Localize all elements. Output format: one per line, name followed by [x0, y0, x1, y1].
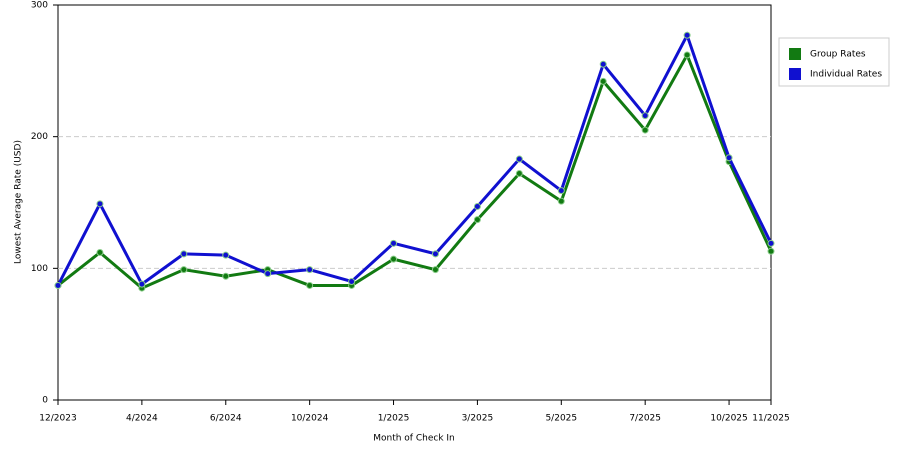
- x-axis-title: Month of Check In: [373, 434, 455, 444]
- x-tick-label: 10/2024: [291, 414, 329, 424]
- data-point: [767, 239, 775, 247]
- data-point: [390, 239, 398, 247]
- data-point: [306, 281, 314, 289]
- legend-label: Group Rates: [810, 50, 866, 60]
- data-point: [431, 250, 439, 258]
- series-line: [57, 51, 773, 290]
- data-point: [96, 200, 104, 208]
- data-point: [348, 278, 356, 285]
- data-point: [264, 270, 272, 278]
- data-point: [473, 202, 481, 210]
- data-point: [725, 154, 733, 162]
- y-tick-label: 100: [31, 264, 48, 274]
- data-point: [767, 247, 775, 255]
- data-point: [180, 266, 188, 274]
- x-tick-label: 5/2025: [545, 414, 577, 424]
- data-point: [431, 266, 439, 274]
- y-tick-label: 200: [31, 132, 48, 142]
- data-point: [222, 251, 230, 259]
- series-line: [56, 31, 773, 287]
- x-tick-label: 7/2025: [629, 414, 661, 424]
- data-point: [515, 170, 523, 178]
- data-point: [180, 250, 188, 258]
- legend-swatch: [789, 68, 801, 80]
- data-point: [222, 272, 230, 280]
- data-point: [138, 280, 146, 288]
- data-point: [599, 60, 607, 68]
- x-tick-label: 12/2023: [39, 414, 76, 424]
- x-tick-label: 6/2024: [210, 414, 242, 424]
- y-tick-label: 300: [31, 1, 48, 11]
- data-point: [557, 197, 565, 205]
- data-point: [599, 77, 607, 85]
- data-point: [96, 249, 104, 257]
- data-point: [473, 216, 481, 224]
- x-tick-label: 4/2024: [126, 414, 158, 424]
- plot-frame: [57, 4, 772, 401]
- data-point: [683, 31, 691, 39]
- data-point: [306, 266, 314, 274]
- x-tick-label: 3/2025: [462, 414, 494, 424]
- y-tick-label: 0: [42, 396, 48, 406]
- data-point: [683, 51, 691, 59]
- data-point: [557, 187, 565, 195]
- x-tick-label: 11/2025: [752, 414, 789, 424]
- data-point: [54, 281, 62, 289]
- data-point: [515, 155, 523, 163]
- x-tick-label: 10/2025: [710, 414, 747, 424]
- data-point: [390, 255, 398, 263]
- data-point: [641, 126, 649, 134]
- y-axis-title: Lowest Average Rate (USD): [14, 140, 24, 264]
- x-tick-label: 1/2025: [378, 414, 410, 424]
- legend-swatch: [789, 48, 801, 60]
- legend-label: Individual Rates: [810, 70, 882, 80]
- data-point: [641, 112, 649, 120]
